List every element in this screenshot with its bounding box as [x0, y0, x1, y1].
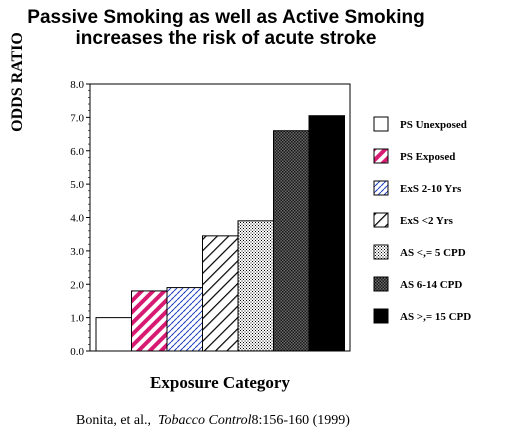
bar-0	[95, 317, 132, 352]
x-axis-label: Exposure Category	[150, 373, 290, 392]
y-tick-label: 5.0	[70, 179, 84, 191]
y-tick-label: 6.0	[70, 146, 84, 158]
legend-swatch-3	[373, 212, 389, 228]
legend-swatch-2	[373, 180, 389, 196]
y-tick-label: 1.0	[70, 313, 84, 325]
bar-4	[237, 220, 274, 352]
y-axis-label: ODDS RATIO	[9, 32, 26, 132]
bar-6	[308, 115, 345, 352]
legend-swatch-5	[373, 276, 389, 292]
citation-details: 8:156-160 (1999)	[251, 413, 350, 428]
y-tick-label: 0.0	[70, 346, 84, 358]
citation-journal: Tobacco Control	[158, 413, 252, 428]
legend-label-0: PS Unexposed	[400, 119, 467, 131]
legend-label-5: AS 6-14 CPD	[400, 279, 462, 291]
bar-3	[202, 235, 239, 352]
chart-title-line2: increases the risk of acute stroke	[75, 28, 377, 49]
legend-label-4: AS <,= 5 CPD	[400, 247, 466, 259]
legend-label-3: ExS <2 Yrs	[400, 215, 454, 227]
bar-5	[273, 130, 310, 352]
y-tick-label: 4.0	[70, 213, 84, 225]
bar-2	[166, 287, 203, 352]
legend-swatch-1	[373, 148, 389, 164]
y-tick-label: 7.0	[70, 112, 84, 124]
citation: Bonita, et al., Tobacco Control8:156-160…	[76, 413, 350, 429]
bar-1	[131, 290, 168, 352]
chart-title-line1: Passive Smoking as well as Active Smokin…	[27, 7, 425, 28]
y-tick-label: 8.0	[70, 79, 84, 91]
citation-authors: Bonita, et al.,	[76, 413, 152, 428]
legend-swatch-0	[373, 116, 389, 132]
legend-swatch-4	[373, 244, 389, 260]
legend-label-2: ExS 2-10 Yrs	[400, 183, 462, 195]
y-tick-label: 3.0	[70, 246, 84, 258]
y-tick-label: 2.0	[70, 279, 84, 291]
legend-label-1: PS Exposed	[400, 151, 455, 163]
legend-label-6: AS >,= 15 CPD	[400, 311, 471, 323]
legend-swatch-6	[373, 308, 389, 324]
